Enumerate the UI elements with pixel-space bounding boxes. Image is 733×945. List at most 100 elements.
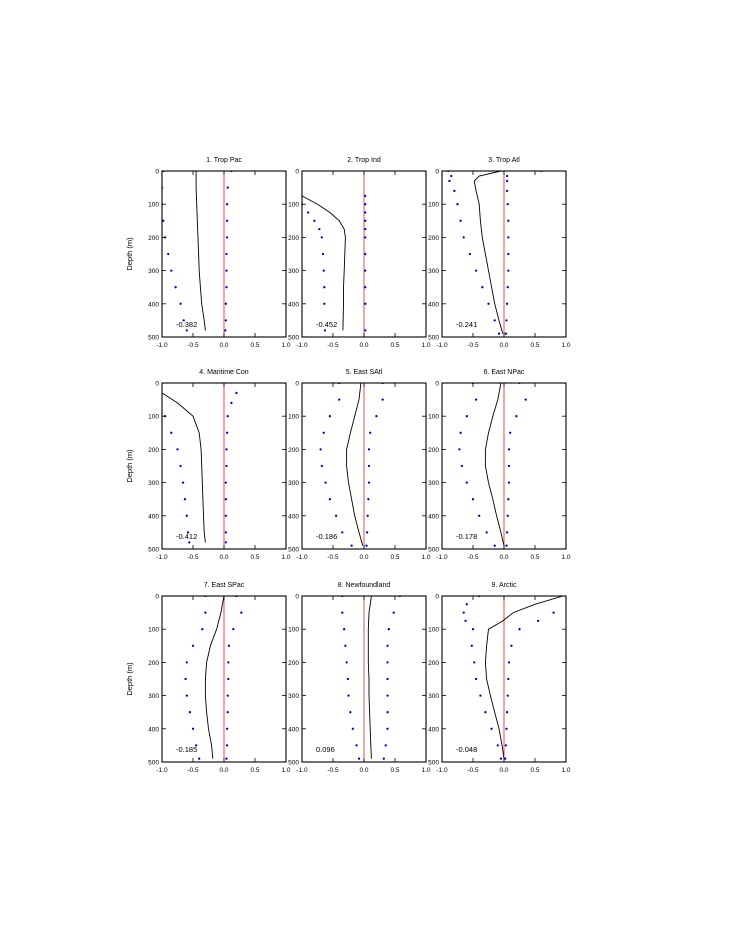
solid-profile-line: [302, 195, 346, 331]
dotted-profile-point: [224, 531, 228, 534]
y-tick-label: 400: [428, 726, 439, 733]
y-tick-label: 100: [288, 627, 299, 634]
x-tick-label: -0.5: [187, 554, 199, 561]
dotted-profile-point: [493, 319, 496, 322]
y-tick-label: 400: [288, 513, 299, 520]
dotted-profile-point: [367, 498, 370, 501]
dotted-profile-point: [474, 398, 478, 401]
dotted-profile-point: [225, 727, 229, 730]
dotted-profile-point: [505, 179, 509, 183]
dotted-profile-point: [471, 628, 475, 631]
x-tick-label: 1.0: [281, 342, 290, 349]
y-tick-label: 0: [155, 381, 159, 388]
y-tick-label: 300: [148, 693, 159, 700]
dotted-profile-point: [506, 514, 509, 517]
dotted-profile-point: [320, 236, 323, 239]
y-axis-label: Depth (m): [125, 449, 134, 483]
dotted-profile-point: [328, 415, 332, 418]
dotted-profile-point: [505, 319, 508, 322]
x-tick-label: 0.0: [219, 767, 228, 774]
solid-profile-line: [484, 383, 505, 546]
panel-title: 2. Trop Ind: [347, 157, 381, 164]
y-tick-label: 0: [435, 381, 439, 388]
dotted-profile-point: [364, 286, 367, 289]
panel-9: 9. Arctic -1.0 -0.5 0.0 0.5 1.0 0 100 200 300 400 5…: [428, 582, 571, 774]
dotted-profile-point: [232, 628, 235, 631]
dotted-profile-point: [365, 544, 368, 547]
x-tick-label: -0.5: [327, 342, 339, 349]
y-tick-label: 100: [148, 414, 159, 421]
y-tick-label: 0: [155, 594, 159, 601]
dotted-profile-point: [456, 203, 459, 206]
dotted-profile-point: [347, 694, 350, 697]
x-tick-label: 0.5: [390, 767, 399, 774]
panel-1: 1. Trop Pac Depth (m) -1.0 -0.5 0.0 0.5 1.0 0 10…: [125, 157, 291, 349]
dotted-profile-point: [201, 628, 204, 631]
dotted-profile-point: [474, 269, 478, 272]
solid-profile-line: [346, 383, 364, 546]
x-tick-label: 1.0: [421, 767, 430, 774]
y-tick-label: 400: [428, 301, 439, 308]
dotted-profile-point: [386, 661, 389, 664]
x-tick-label: 0.0: [499, 767, 508, 774]
dotted-profile-point: [465, 481, 468, 484]
series-group: [458, 383, 527, 547]
dotted-profile-point: [364, 203, 367, 206]
solid-profile-line: [162, 392, 206, 543]
x-tick-label: 0.5: [530, 342, 539, 349]
dotted-profile-point: [224, 302, 228, 305]
y-tick-label: 200: [148, 660, 159, 667]
dotted-profile-point: [453, 189, 456, 193]
x-tick-label: 0.5: [250, 554, 259, 561]
dotted-profile-point: [506, 286, 509, 289]
y-tick-label: 300: [288, 268, 299, 275]
dotted-profile-point: [384, 744, 387, 747]
y-tick-label: 500: [428, 760, 439, 767]
y-tick-label: 400: [148, 726, 159, 733]
panel-value-label: -0.178: [456, 532, 477, 541]
x-tick-label: -0.5: [467, 767, 479, 774]
dotted-profile-point: [506, 694, 509, 697]
x-tick-label: 0.5: [390, 554, 399, 561]
solid-profile-line: [204, 596, 225, 759]
dotted-profile-point: [322, 269, 325, 272]
dotted-profile-point: [341, 531, 344, 534]
dotted-profile-point: [465, 415, 468, 418]
x-tick-label: -1.0: [156, 342, 168, 349]
dotted-profile-point: [464, 619, 467, 623]
dotted-profile-point: [322, 431, 325, 434]
panel-8: 8. Newfoundland -1.0 -0.5 0.0 0.5 1.0 0 100 200 3…: [288, 582, 431, 774]
dotted-profile-point: [485, 531, 488, 534]
dotted-profile-point: [188, 711, 192, 714]
y-tick-label: 100: [148, 627, 159, 634]
x-tick-label: 0.0: [219, 554, 228, 561]
dotted-profile-point: [225, 744, 229, 747]
dotted-profile-point: [505, 531, 509, 534]
dotted-profile-point: [225, 236, 229, 239]
dotted-profile-point: [386, 644, 389, 647]
dotted-profile-point: [364, 236, 367, 239]
dotted-profile-point: [470, 644, 473, 647]
dotted-profile-point: [504, 757, 507, 760]
dotted-profile-point: [323, 329, 327, 332]
y-tick-label: 300: [288, 480, 299, 487]
dotted-profile-point: [227, 661, 230, 664]
dotted-profile-point: [183, 498, 187, 501]
series-group: [302, 194, 367, 332]
dotted-profile-point: [487, 302, 490, 305]
dotted-profile-point: [226, 415, 229, 418]
dotted-profile-point: [174, 286, 177, 289]
x-tick-label: 1.0: [281, 554, 290, 561]
panel-5: 5. East SAtl -1.0 -0.5 0.0 0.5 1.0 0 100 200 300 4…: [288, 369, 431, 561]
y-tick-label: 200: [288, 235, 299, 242]
dotted-profile-point: [386, 727, 389, 730]
dotted-profile-point: [364, 219, 367, 222]
dotted-profile-point: [230, 401, 233, 405]
dotted-profile-point: [369, 431, 372, 434]
panel-value-label: -0.185: [176, 745, 197, 754]
y-tick-label: 500: [288, 760, 299, 767]
dotted-profile-point: [225, 757, 228, 760]
dotted-profile-point: [505, 189, 509, 193]
panel-title: 5. East SAtl: [346, 369, 383, 376]
dotted-profile-point: [345, 661, 348, 664]
